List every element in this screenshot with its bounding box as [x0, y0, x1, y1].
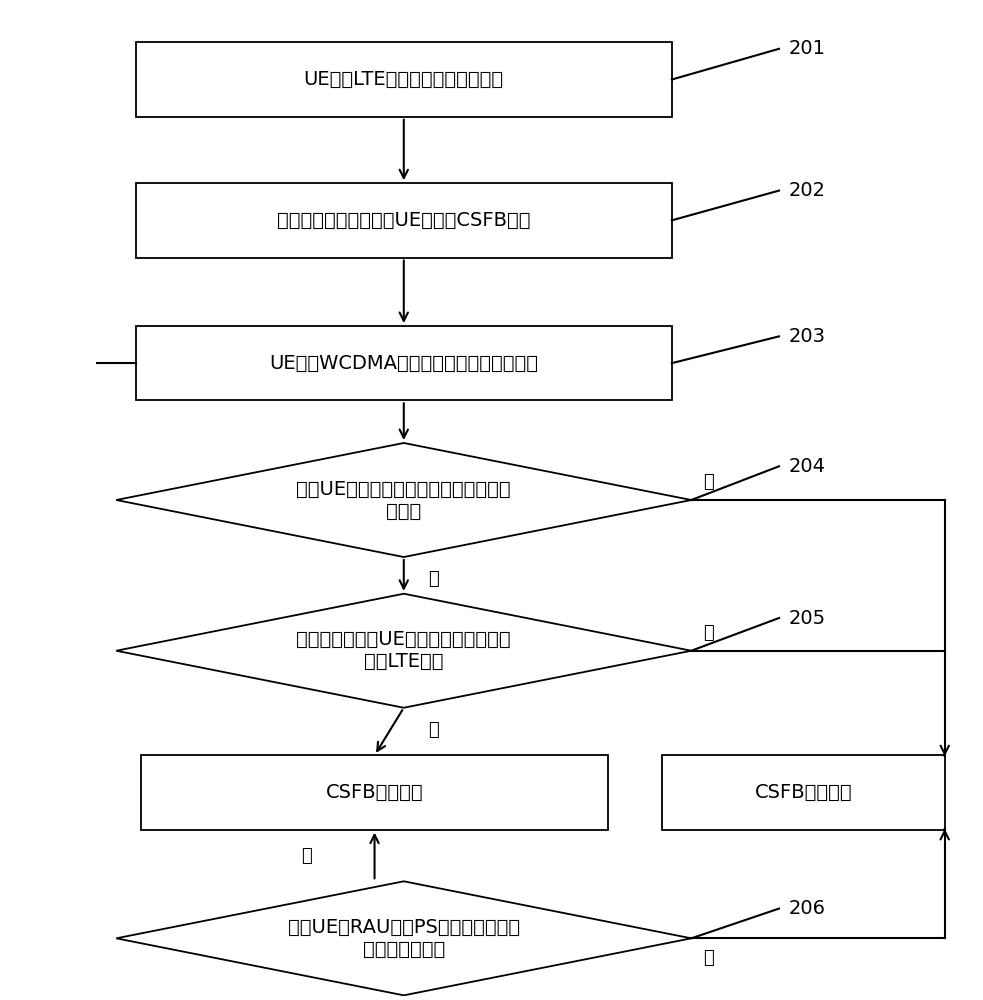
Polygon shape	[116, 594, 691, 708]
Text: 否: 否	[703, 624, 714, 642]
FancyBboxPatch shape	[136, 326, 671, 400]
Text: 是: 是	[429, 570, 438, 588]
FancyBboxPatch shape	[136, 42, 671, 117]
Text: 检测UE在这种情况下，是否能够保持语
音通话: 检测UE在这种情况下，是否能够保持语 音通话	[297, 480, 511, 520]
Text: UE接入WCDMA小区，并语音通话建立完成: UE接入WCDMA小区，并语音通话建立完成	[269, 354, 539, 373]
Text: 网络侧发送寻呼消息给UE，开始CSFB流程: 网络侧发送寻呼消息给UE，开始CSFB流程	[277, 211, 531, 230]
Text: 检测通话结束后UE是否在预设时间长内
返回LTE网络: 检测通话结束后UE是否在预设时间长内 返回LTE网络	[297, 630, 511, 671]
Text: CSFB回落失败: CSFB回落失败	[755, 783, 852, 802]
Polygon shape	[116, 443, 691, 557]
Text: 203: 203	[788, 327, 826, 346]
Text: 是: 是	[703, 949, 714, 967]
Text: 否: 否	[703, 473, 714, 491]
Text: 否: 否	[301, 847, 312, 865]
Polygon shape	[116, 881, 691, 995]
Text: 204: 204	[788, 457, 826, 476]
Text: 是: 是	[429, 721, 438, 739]
Text: CSFB回落成功: CSFB回落成功	[325, 783, 424, 802]
Text: UE注册LTE小区上，进行附着流程: UE注册LTE小区上，进行附着流程	[304, 70, 504, 89]
Text: 205: 205	[788, 609, 826, 628]
Text: 判断UE在RAU请求PS资源失败后，是
否发起附着请求: 判断UE在RAU请求PS资源失败后，是 否发起附着请求	[288, 918, 520, 959]
Text: 202: 202	[788, 181, 826, 200]
Text: 206: 206	[788, 899, 826, 918]
FancyBboxPatch shape	[663, 755, 945, 830]
Text: 201: 201	[788, 39, 826, 58]
FancyBboxPatch shape	[136, 183, 671, 258]
FancyBboxPatch shape	[141, 755, 608, 830]
